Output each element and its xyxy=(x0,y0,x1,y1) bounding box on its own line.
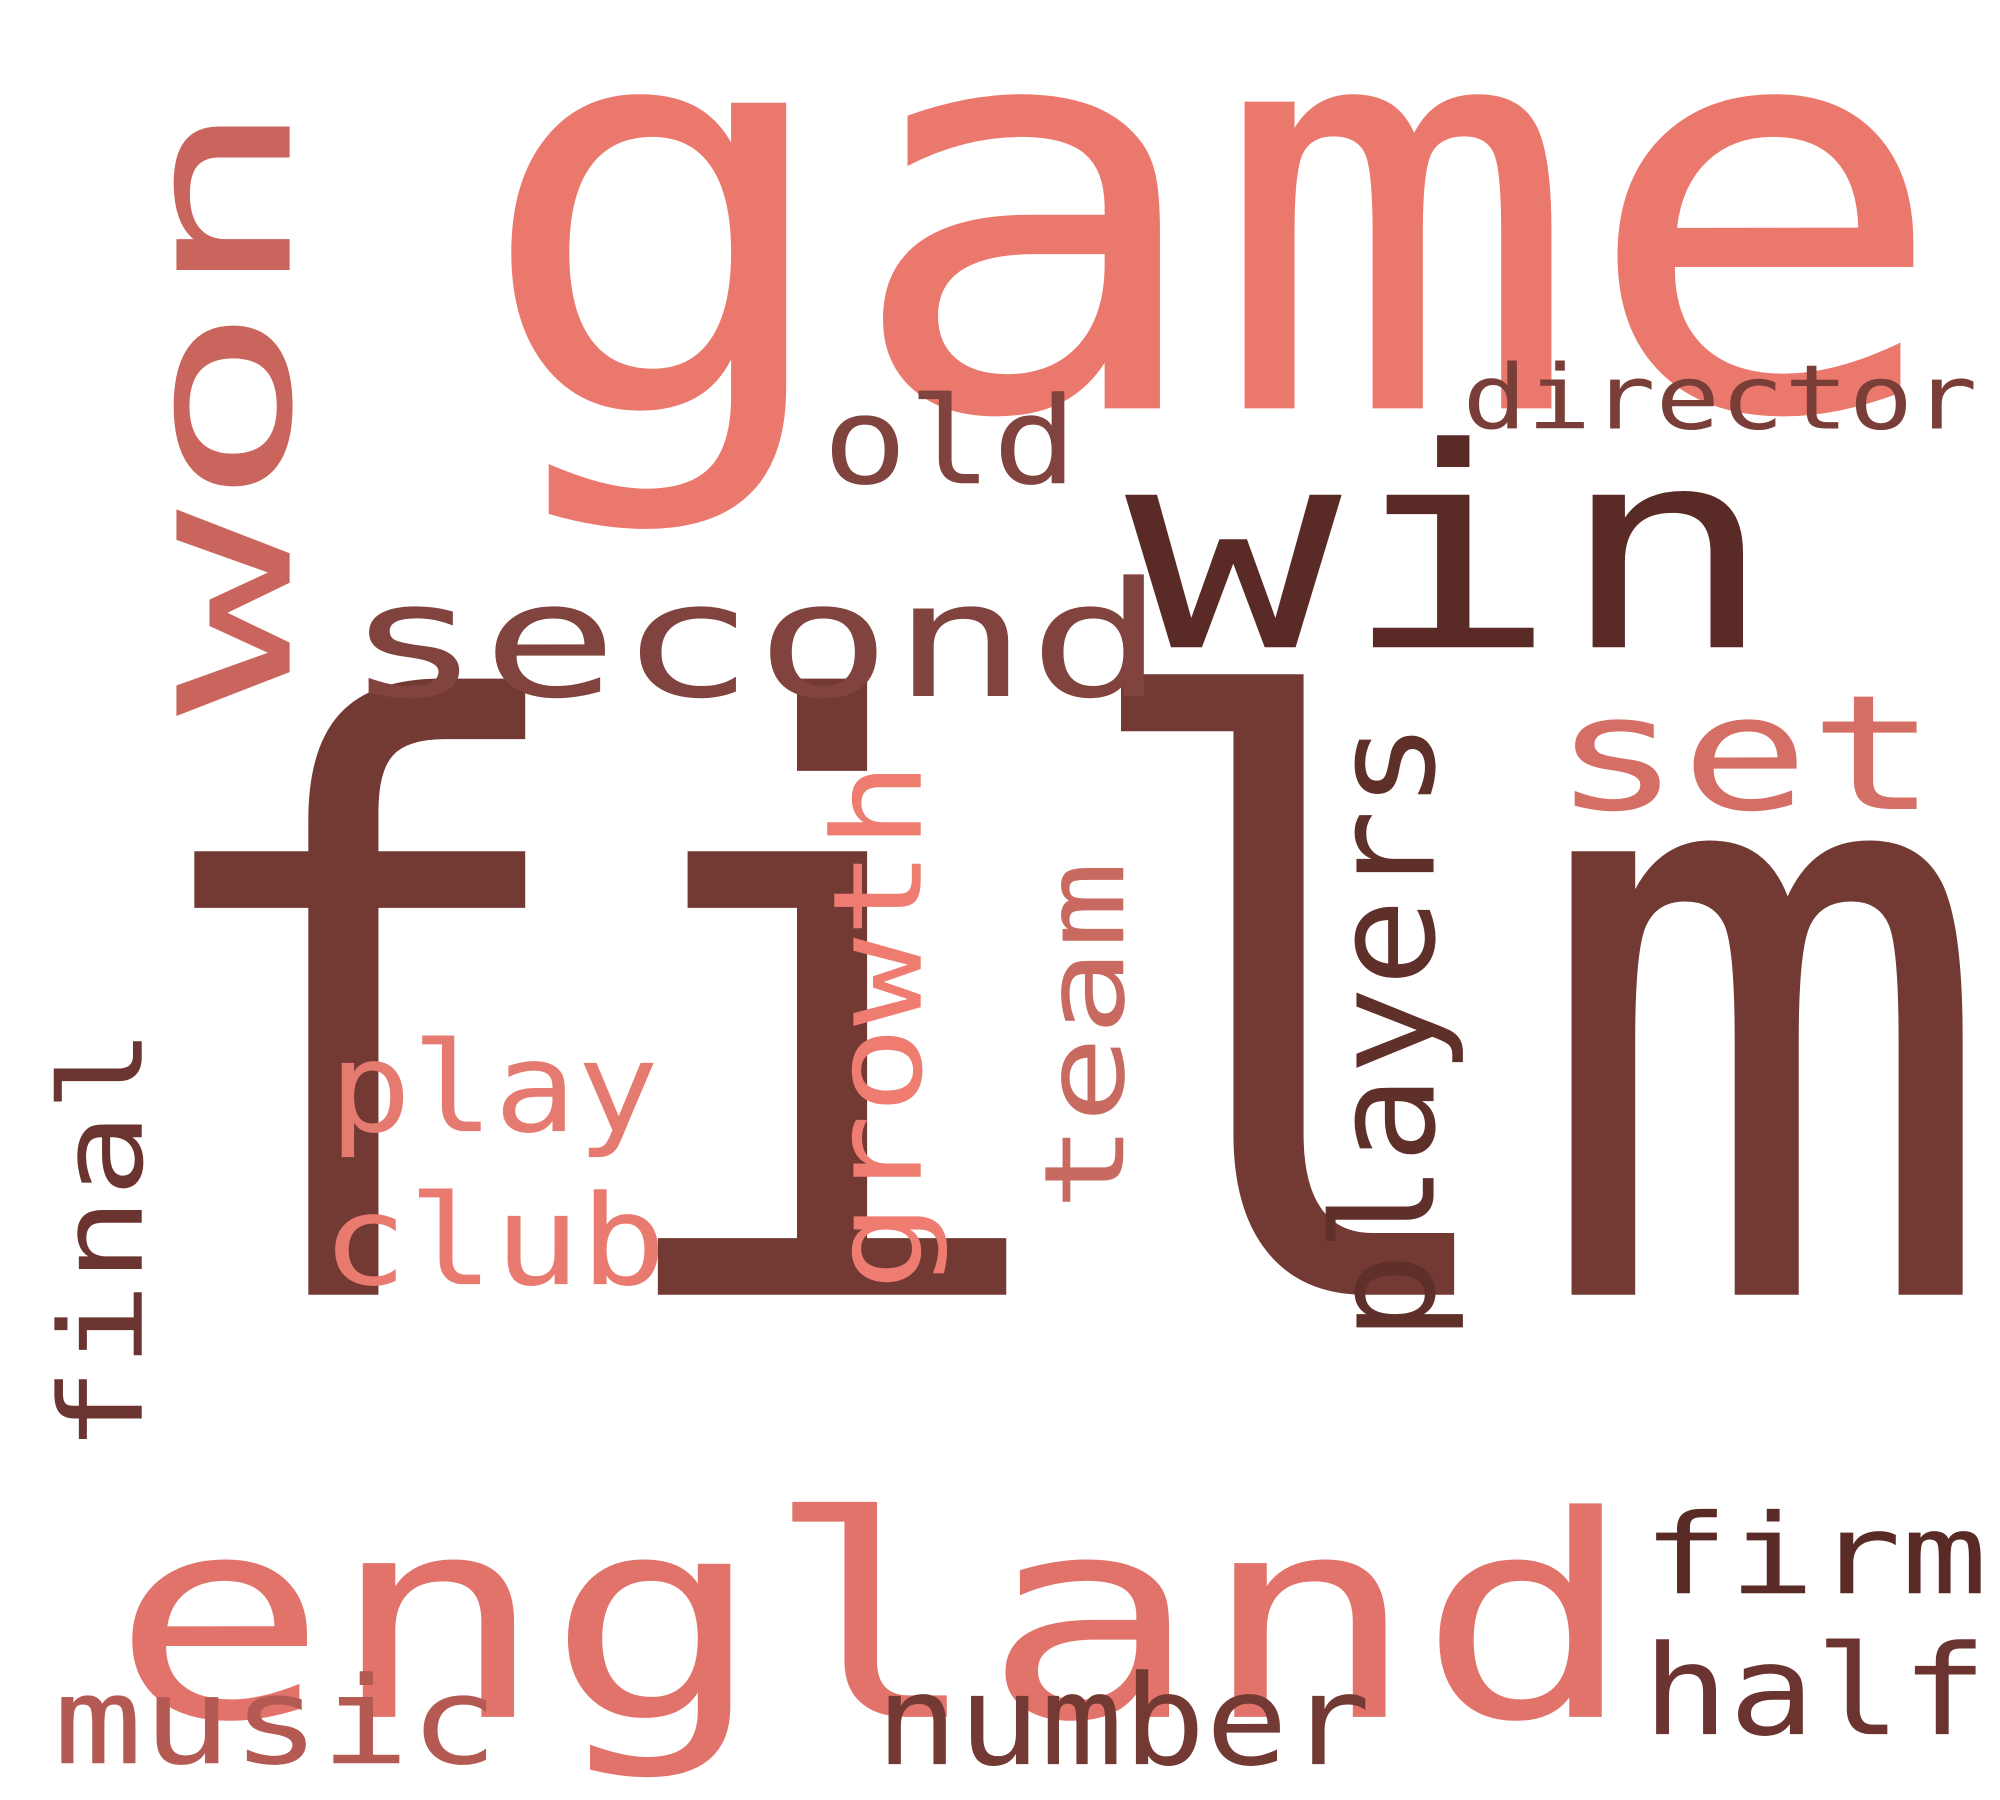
word-old: old xyxy=(823,371,1078,512)
word-england: england xyxy=(111,1457,1636,1784)
word-set: set xyxy=(1553,660,1938,847)
word-film: film xyxy=(120,543,2000,1487)
word-music: music xyxy=(54,1651,499,1792)
word-win: win xyxy=(1125,388,1775,713)
word-players: players xyxy=(1304,721,1468,1341)
word-number: number xyxy=(876,1649,1371,1794)
word-firm: firm xyxy=(1643,1491,1988,1620)
word-won: won xyxy=(98,96,339,716)
word-club: club xyxy=(322,1169,667,1314)
word-second: second xyxy=(345,547,1165,734)
word-game: game xyxy=(475,0,1950,541)
word-final: final xyxy=(36,1028,170,1453)
word-director: director xyxy=(1463,345,1978,449)
word-half: half xyxy=(1643,1619,1988,1764)
word-growth: growth xyxy=(808,761,951,1291)
word-team: team xyxy=(1021,861,1150,1211)
word-play: play xyxy=(329,1016,659,1161)
